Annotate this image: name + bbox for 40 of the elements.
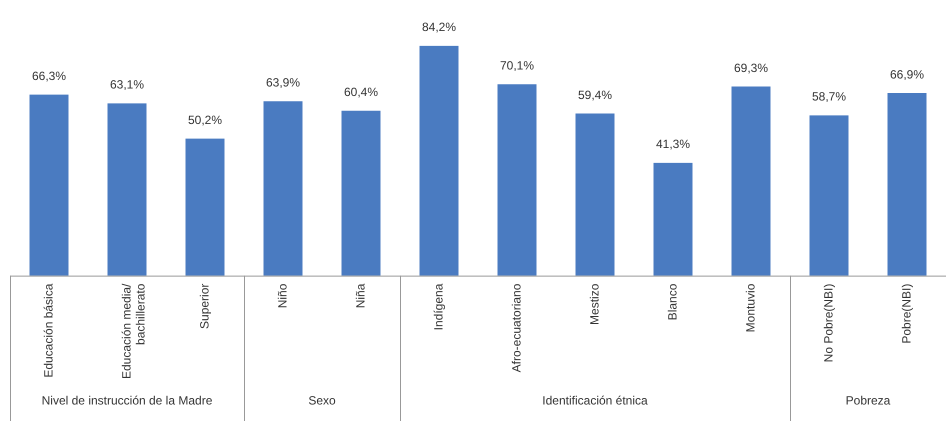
data-label: 58,7% xyxy=(812,90,846,104)
bar xyxy=(810,115,848,276)
text: Identificación étnica xyxy=(542,393,648,408)
data-label: 84,2% xyxy=(422,20,456,34)
data-label: 63,1% xyxy=(110,78,144,92)
bar xyxy=(888,93,926,276)
bar xyxy=(420,46,458,276)
bar xyxy=(108,103,146,276)
data-label: 60,4% xyxy=(344,85,378,100)
text: Nivel de instrucción de la Madre xyxy=(42,393,213,408)
text: Pobreza xyxy=(846,393,891,408)
bar xyxy=(498,84,536,276)
data-label: 69,3% xyxy=(734,60,768,75)
data-label: 41,3% xyxy=(656,137,690,152)
data-label: 59,4% xyxy=(578,88,612,102)
data-label: 70,1% xyxy=(500,58,534,73)
data-label: 63,9% xyxy=(266,76,300,90)
x-tick-label: Mestizo xyxy=(587,283,602,325)
x-tick-label: Superior xyxy=(197,284,212,329)
x-tick-label: Montuvio xyxy=(743,283,758,332)
x-tick-label: No Pobre(NBI) xyxy=(821,284,836,362)
x-tick-label: Educación básica xyxy=(41,283,56,378)
text: Sexo xyxy=(308,393,336,408)
bar xyxy=(264,101,302,276)
bar xyxy=(732,86,770,276)
x-tick-label: Niño xyxy=(275,283,290,308)
bar xyxy=(186,138,224,276)
x-tick-label: Afro-ecuatoriano xyxy=(509,283,524,372)
x-tick-label: Pobre(NBI) xyxy=(899,284,914,344)
bar xyxy=(576,114,614,276)
bar xyxy=(342,110,380,276)
x-tick-label: Niña xyxy=(353,283,368,308)
x-tick-label: Blanco xyxy=(665,283,680,320)
bar xyxy=(654,162,692,276)
bar xyxy=(30,94,68,276)
data-label: 50,2% xyxy=(188,112,222,127)
x-tick-label: Educación media/ bachillerato xyxy=(119,282,148,379)
x-tick-label: Indígena xyxy=(431,283,446,330)
data-label: 66,3% xyxy=(32,68,66,83)
data-label: 66,9% xyxy=(890,67,924,82)
